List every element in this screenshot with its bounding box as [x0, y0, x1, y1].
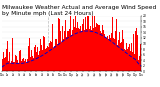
Text: Milwaukee Weather Actual and Average Wind Speed by Minute mph (Last 24 Hours): Milwaukee Weather Actual and Average Win…: [2, 5, 156, 16]
